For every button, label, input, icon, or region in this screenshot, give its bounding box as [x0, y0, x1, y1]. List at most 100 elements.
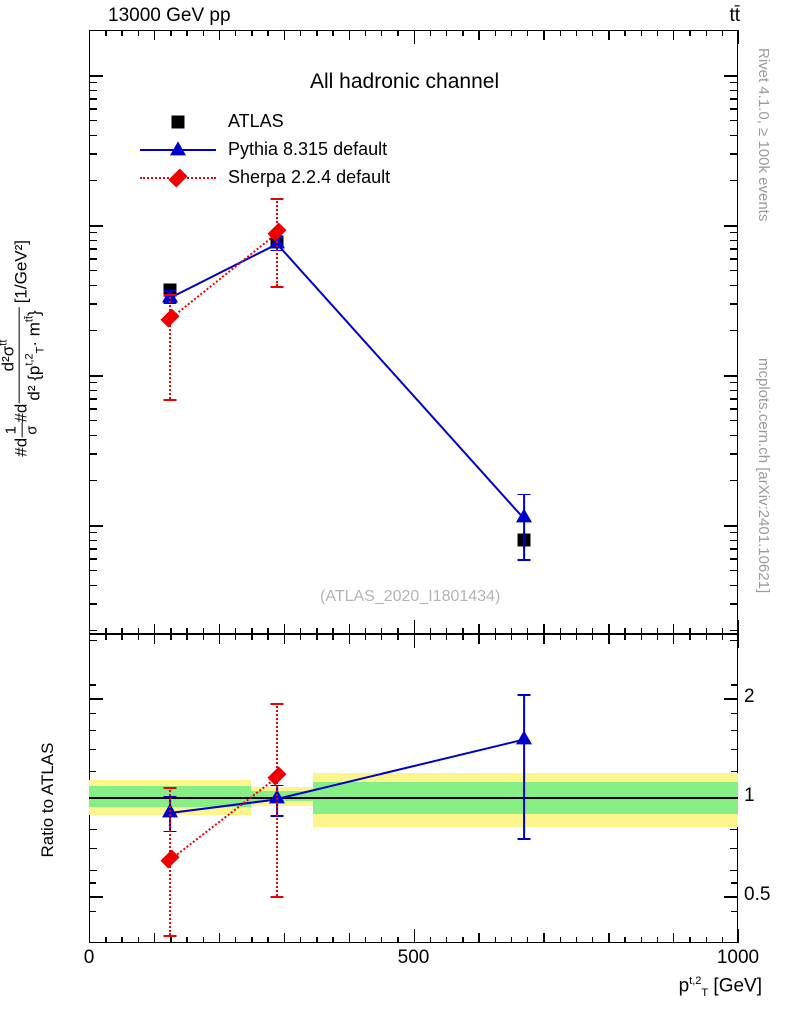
x-tick-ratio-bottom: [413, 929, 415, 943]
ratio-y-tick-minor-right: [731, 713, 738, 715]
x-tick-ratio-bottom: [381, 937, 383, 943]
x-tick-main-bottom: [332, 628, 334, 634]
y-tick-minor: [89, 453, 97, 455]
y-tick-minor: [89, 134, 97, 136]
y-tick-minor-right: [730, 629, 738, 632]
sherpa-error-bar: [276, 197, 279, 287]
x-tick-main-bottom: [624, 628, 626, 634]
x-axis-title: pt,2T [GeV]: [679, 975, 762, 999]
x-tick-ratio-top: [170, 634, 172, 640]
x-tick-ratio-bottom: [705, 937, 707, 943]
analysis-watermark: (ATLAS_2020_I1801434): [320, 588, 501, 605]
x-tick-main-bottom: [218, 624, 221, 634]
ratio-y-tick-minor: [89, 896, 97, 898]
x-tick-main-bottom: [105, 628, 107, 634]
x-tick-ratio-top: [381, 634, 383, 640]
y-tick-minor-right: [730, 179, 738, 182]
x-tick-ratio-top: [186, 634, 188, 640]
y-tick-major: [89, 525, 103, 527]
x-tick-ratio-top: [689, 634, 691, 640]
x-tick-ratio-bottom: [186, 937, 188, 943]
x-tick-ratio-top: [218, 634, 221, 644]
x-tick-ratio-bottom: [591, 937, 594, 943]
y-tick-minor: [89, 239, 97, 241]
ratio-y-tick-minor: [89, 640, 97, 642]
y-tick-minor-right: [730, 539, 738, 541]
ratio-sherpa-cap-bottom: [270, 896, 284, 898]
x-tick-ratio-top: [121, 634, 123, 640]
y-tick-minor-right: [730, 153, 738, 155]
x-tick-ratio-bottom: [527, 937, 529, 943]
x-tick-ratio-top: [494, 634, 497, 640]
ratio-y-tick-minor: [89, 748, 96, 751]
y-tick-minor: [89, 81, 97, 84]
x-tick-ratio-top: [591, 634, 594, 640]
ratio-y-tick-minor-right: [730, 640, 738, 642]
ratio-y-tick-minor-right: [731, 882, 738, 884]
yaxis-denominator-sup: t,2: [23, 353, 36, 366]
ratio-y-tick-label-right: 1: [744, 785, 755, 806]
y-tick-minor: [89, 479, 97, 482]
x-tick-ratio-bottom: [332, 937, 334, 943]
y-tick-minor: [89, 284, 97, 286]
x-tick-main-bottom: [251, 628, 253, 634]
x-tick-main-top: [153, 30, 156, 40]
yaxis-denominator-tail: · m: [23, 322, 43, 347]
x-tick-label: 0: [83, 947, 95, 968]
x-tick-main-top: [445, 30, 448, 36]
y-tick-minor: [89, 420, 97, 422]
x-tick-main-top: [462, 30, 464, 36]
x-tick-ratio-bottom: [721, 937, 724, 943]
y-tick-minor-right: [730, 531, 738, 534]
ratio-y-axis-title: Ratio to ATLAS: [38, 742, 57, 858]
x-tick-ratio-top: [299, 634, 302, 640]
y-tick-minor-right: [730, 108, 738, 110]
x-tick-main-bottom: [364, 628, 367, 634]
x-tick-ratio-bottom: [89, 929, 91, 943]
x-tick-ratio-top: [608, 634, 610, 644]
x-tick-main-bottom: [738, 620, 740, 634]
x-tick-ratio-bottom: [299, 937, 302, 943]
x-tick-main-bottom: [640, 628, 643, 634]
x-tick-ratio-top: [332, 634, 334, 640]
y-tick-minor: [89, 303, 97, 305]
x-tick-ratio-bottom: [170, 937, 172, 943]
ratio-y-tick-minor: [89, 882, 96, 884]
ratio-y-tick-minor-right: [731, 770, 738, 773]
x-tick-main-bottom: [510, 628, 513, 634]
y-tick-minor: [89, 108, 97, 110]
x-tick-main-bottom: [591, 628, 594, 634]
x-tick-ratio-top: [413, 634, 415, 648]
x-tick-ratio-bottom: [429, 937, 432, 943]
y-tick-minor: [89, 120, 97, 122]
ratio-y-tick-minor: [89, 847, 97, 850]
x-tick-main-top: [673, 30, 675, 40]
y-tick-minor-right: [730, 408, 738, 410]
y-tick-minor: [89, 539, 97, 541]
x-tick-ratio-top: [738, 634, 740, 648]
sherpa-error-bar: [169, 294, 172, 400]
x-tick-ratio-bottom: [738, 929, 740, 943]
x-tick-main-bottom: [299, 628, 302, 634]
x-tick-label: 1000: [716, 947, 760, 968]
x-tick-ratio-bottom: [478, 933, 480, 943]
legend-triangle-icon: [170, 141, 186, 156]
ratio-unity-line: [89, 797, 738, 799]
x-tick-ratio-top: [543, 634, 545, 644]
x-tick-main-top: [299, 30, 302, 36]
x-tick-main-top: [575, 30, 578, 36]
header-process-label: tt̄: [729, 5, 740, 26]
x-tick-main-bottom: [267, 628, 269, 634]
x-tick-main-top: [559, 30, 561, 36]
x-tick-ratio-bottom: [153, 933, 156, 943]
x-tick-ratio-top: [527, 634, 529, 640]
x-tick-ratio-top: [348, 634, 350, 644]
x-tick-main-top: [89, 30, 91, 44]
x-tick-main-bottom: [559, 628, 561, 634]
yaxis-denominator-tail-sup: tt̄: [23, 315, 36, 323]
x-tick-main-bottom: [543, 624, 545, 634]
y-tick-minor-right: [730, 89, 738, 91]
x-tick-main-top: [348, 30, 350, 40]
x-tick-ratio-bottom: [608, 933, 610, 943]
y-tick-minor: [89, 98, 97, 100]
